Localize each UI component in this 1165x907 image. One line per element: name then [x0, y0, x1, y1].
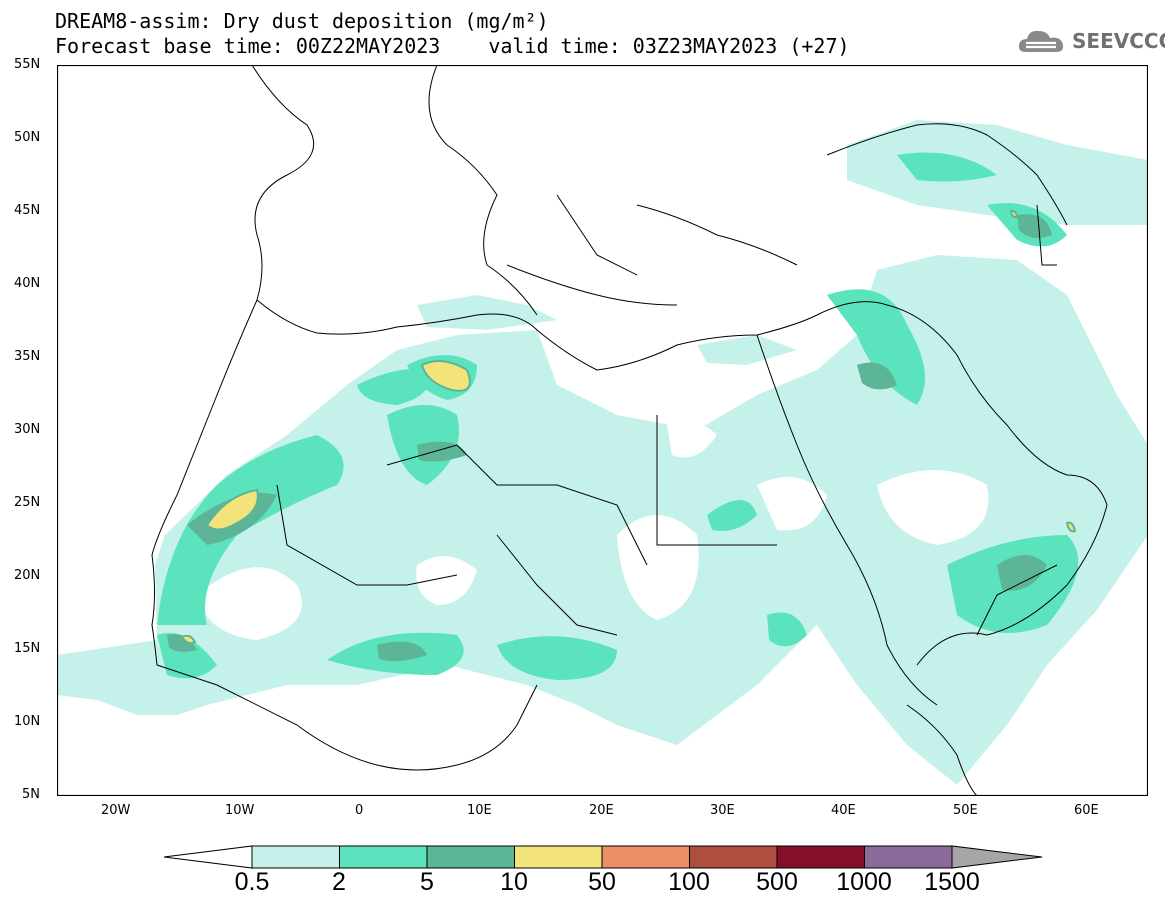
colorbar-over-triangle	[951, 845, 1043, 869]
lat-label: 40N	[14, 276, 41, 291]
lat-label: 10N	[14, 714, 41, 729]
cloud-logo-icon	[1018, 30, 1064, 52]
colorbar-under-triangle	[163, 845, 253, 869]
colorbar-label: 500	[756, 868, 798, 896]
logo-text: SEEVCCC	[1072, 29, 1165, 53]
colorbar-label: 1000	[836, 868, 892, 896]
colorbar-label: 100	[668, 868, 710, 896]
colorbar	[163, 845, 1043, 869]
colorbar-swatch	[339, 845, 428, 869]
colorbar-swatch	[864, 845, 953, 869]
dust-deposition-map	[57, 65, 1148, 796]
map-title: DREAM8-assim: Dry dust deposition (mg/m²…	[55, 9, 549, 33]
colorbar-swatch	[689, 845, 778, 869]
lon-label: 10W	[225, 803, 255, 818]
lon-label: 20E	[589, 803, 614, 818]
colorbar-labels: 0.5 2 5 10 50 100 500 1000 1500	[0, 868, 1165, 898]
lon-label: 10E	[467, 803, 492, 818]
colorbar-label: 10	[500, 868, 528, 896]
colorbar-scale	[163, 845, 1043, 869]
lat-label: 50N	[14, 130, 41, 145]
lat-label: 35N	[14, 349, 41, 364]
colorbar-swatch	[514, 845, 603, 869]
lat-label: 20N	[14, 568, 41, 583]
colorbar-label: 50	[588, 868, 616, 896]
lon-label: 40E	[831, 803, 856, 818]
seevccc-logo: SEEVCCC	[1016, 26, 1165, 56]
lat-label: 30N	[14, 422, 41, 437]
colorbar-swatch	[426, 845, 515, 869]
lon-label: 0	[355, 803, 364, 818]
coastlines-borders	[151, 65, 1108, 796]
lon-label: 30E	[710, 803, 735, 818]
colorbar-swatch	[776, 845, 865, 869]
lat-label: 45N	[14, 203, 41, 218]
lon-label: 20W	[101, 803, 131, 818]
deposition-level-10	[180, 209, 1077, 645]
map-canvas	[57, 65, 1148, 796]
base-time: Forecast base time: 00Z22MAY2023	[55, 34, 441, 58]
colorbar-label: 1500	[924, 868, 980, 896]
lat-label: 55N	[14, 57, 41, 72]
lon-label: 50E	[953, 803, 978, 818]
colorbar-label: 5	[420, 868, 434, 896]
colorbar-label: 2	[332, 868, 346, 896]
colorbar-label: 0.5	[234, 868, 270, 896]
deposition-level-0.5	[57, 120, 1148, 785]
valid-time: valid time: 03Z23MAY2023 (+27)	[488, 34, 850, 58]
lat-label: 25N	[14, 495, 41, 510]
colorbar-swatch	[251, 845, 340, 869]
lat-label: 15N	[14, 641, 41, 656]
colorbar-swatch	[601, 845, 690, 869]
lat-label: 5N	[22, 787, 40, 802]
forecast-times: Forecast base time: 00Z22MAY2023 valid ti…	[55, 35, 850, 57]
low-deposition-areas	[197, 421, 989, 640]
lon-label: 60E	[1074, 803, 1099, 818]
